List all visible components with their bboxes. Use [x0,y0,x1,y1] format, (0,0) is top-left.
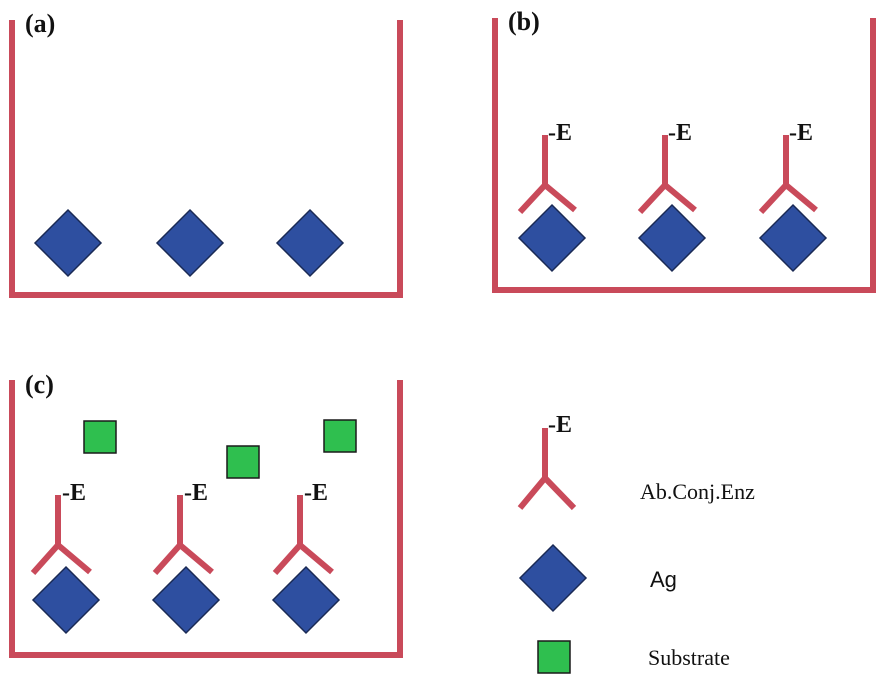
well [492,18,876,293]
antibody [637,135,697,215]
enzyme-label: -E [668,120,692,146]
antibody [272,495,334,575]
antigen [517,203,587,273]
antibody [758,135,818,215]
antigen [275,208,345,278]
enzyme-label: -E [548,120,572,146]
panel-label: (b) [508,7,540,36]
antigen [151,565,221,635]
panel-c: (c) -E -E -E [9,370,403,658]
substrate [226,445,260,479]
antibody [517,135,577,215]
antibody-icon [517,428,577,511]
antigen [271,565,341,635]
antigen [637,203,707,273]
antigen [758,203,828,273]
well [9,380,403,658]
enzyme-label: -E [62,480,86,506]
panel-label: (a) [25,9,55,38]
legend: -E Ab.Conj.Enz Ag Substrate [517,412,755,674]
legend-label: Substrate [648,645,730,670]
antigen [155,208,225,278]
substrate-icon [537,640,571,674]
enzyme-label: -E [548,412,572,438]
antigen [33,208,103,278]
substrate [323,419,357,453]
enzyme-label: -E [304,480,328,506]
legend-label: Ab.Conj.Enz [640,479,755,504]
substrate [83,420,117,454]
well [9,20,403,298]
antibody [30,495,92,575]
panel-label: (c) [25,370,54,399]
enzyme-label: -E [789,120,813,146]
antibody [152,495,214,575]
legend-label: Ag [650,567,677,592]
panel-a: (a) [9,9,403,298]
antigen [31,565,101,635]
panel-b: (b) -E -E -E [492,7,876,293]
antigen-icon [518,543,588,613]
enzyme-label: -E [184,480,208,506]
